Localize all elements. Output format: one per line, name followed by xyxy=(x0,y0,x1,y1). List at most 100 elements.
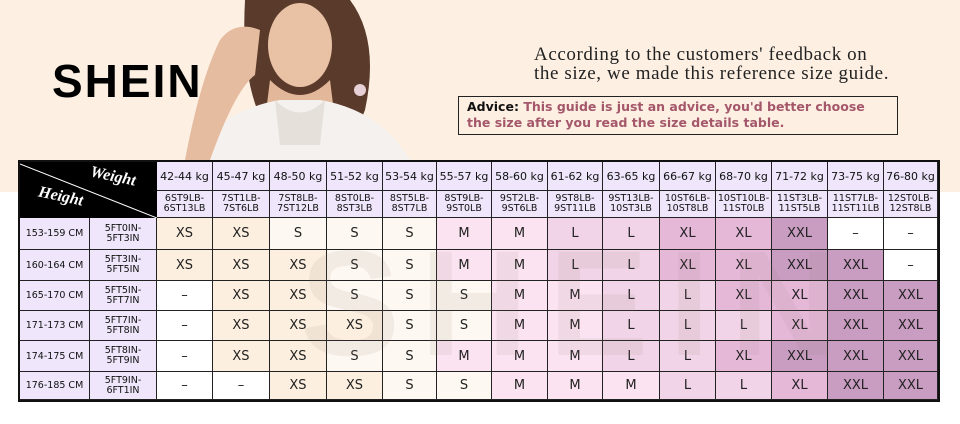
size-cell: XS xyxy=(270,281,327,311)
height-ft-cell: 5FT9IN- 6FT1IN xyxy=(90,372,157,400)
size-cell: L xyxy=(603,281,660,311)
weight-st-to: 11ST5LB xyxy=(778,203,821,214)
size-cell: S xyxy=(327,281,383,311)
size-cell: L xyxy=(660,341,716,372)
advice-box: Advice: This guide is just an advice, yo… xyxy=(458,96,898,135)
weight-kg-header: 76-80 kg xyxy=(884,162,938,191)
size-cell: S xyxy=(383,218,437,250)
weight-st-from: 7ST8LB- xyxy=(278,193,318,204)
size-cell: – xyxy=(157,341,213,372)
weight-st-header: 6ST9LB- 6ST13LB xyxy=(157,191,213,218)
intro-text: According to the customers' feedback on … xyxy=(534,45,889,83)
weight-kg-header: 45-47 kg xyxy=(213,162,270,191)
weight-st-header: 11ST7LB- 11ST11LB xyxy=(828,191,884,218)
size-cell: XXL xyxy=(828,281,884,311)
model-photo xyxy=(150,0,450,160)
weight-st-header: 9ST8LB- 9ST11LB xyxy=(548,191,603,218)
weight-st-from: 12ST0LB- xyxy=(887,193,934,204)
weight-st-header: 8ST0LB- 8ST3LB xyxy=(327,191,383,218)
size-cell: L xyxy=(660,311,716,341)
size-cell: L xyxy=(660,372,716,400)
height-ft-cell: 5FT3IN- 5FT5IN xyxy=(90,250,157,281)
height-ft-cell: 5FT0IN- 5FT3IN xyxy=(90,218,157,250)
weight-kg-header: 66-67 kg xyxy=(660,162,716,191)
size-cell: S xyxy=(383,341,437,372)
size-cell: XL xyxy=(772,311,828,341)
weight-kg-header: 48-50 kg xyxy=(270,162,327,191)
weight-kg-header: 51-52 kg xyxy=(327,162,383,191)
size-cell: S xyxy=(327,218,383,250)
size-cell: S xyxy=(383,281,437,311)
height-ft-from: 5FT3IN- xyxy=(104,254,142,265)
weight-st-from: 11ST7LB- xyxy=(832,193,879,204)
weight-st-header: 9ST2LB- 9ST6LB xyxy=(492,191,548,218)
size-cell: M xyxy=(492,250,548,281)
weight-kg-header: 53-54 kg xyxy=(383,162,437,191)
size-cell: L xyxy=(603,218,660,250)
table-corner-header: Weight Height xyxy=(20,162,157,218)
size-cell: M xyxy=(603,372,660,400)
height-cm-cell: 176-185 CM xyxy=(20,372,90,400)
size-cell: L xyxy=(603,311,660,341)
size-cell: XL xyxy=(772,281,828,311)
size-cell: – xyxy=(157,372,213,400)
weight-st-header: 7ST8LB- 7ST12LB xyxy=(270,191,327,218)
size-cell: XXL xyxy=(828,311,884,341)
size-cell: XS xyxy=(270,372,327,400)
size-cell: XL xyxy=(772,372,828,400)
size-cell: XXL xyxy=(772,250,828,281)
weight-st-from: 7ST1LB- xyxy=(221,193,261,204)
size-cell: XXL xyxy=(828,250,884,281)
size-cell: L xyxy=(660,281,716,311)
size-cell: M xyxy=(492,281,548,311)
weight-st-from: 9ST8LB- xyxy=(555,193,595,204)
height-cm-cell: 160-164 CM xyxy=(20,250,90,281)
size-cell: S xyxy=(383,372,437,400)
height-ft-cell: 5FT7IN- 5FT8IN xyxy=(90,311,157,341)
size-cell: – xyxy=(884,250,938,281)
weight-kg-header: 71-72 kg xyxy=(772,162,828,191)
size-cell: S xyxy=(383,250,437,281)
weight-st-header: 10ST10LB- 11ST0LB xyxy=(716,191,772,218)
size-cell: XXL xyxy=(772,341,828,372)
weight-st-header: 12ST0LB- 12ST8LB xyxy=(884,191,938,218)
shein-logo: SHEIN xyxy=(52,55,203,107)
size-cell: M xyxy=(492,218,548,250)
height-ft-to: 5FT8IN xyxy=(106,324,140,336)
size-cell: – xyxy=(828,218,884,250)
weight-st-header: 11ST3LB- 11ST5LB xyxy=(772,191,828,218)
weight-st-to: 8ST7LB xyxy=(391,203,428,214)
height-ft-cell: 5FT5IN- 5FT7IN xyxy=(90,281,157,311)
size-cell: S xyxy=(383,311,437,341)
size-cell: XXL xyxy=(828,341,884,372)
weight-st-from: 11ST3LB- xyxy=(776,193,823,204)
height-ft-cell: 5FT8IN- 5FT9IN xyxy=(90,341,157,372)
size-cell: S xyxy=(437,311,492,341)
weight-st-from: 8ST9LB- xyxy=(444,193,484,204)
size-cell: S xyxy=(270,218,327,250)
weight-st-to: 9ST11LB xyxy=(554,203,596,214)
height-ft-from: 5FT8IN- xyxy=(104,345,142,356)
weight-st-to: 7ST12LB xyxy=(277,203,319,214)
size-cell: – xyxy=(213,372,270,400)
size-cell: M xyxy=(492,311,548,341)
advice-label: Advice: xyxy=(467,99,519,114)
size-cell: L xyxy=(603,341,660,372)
weight-st-header: 9ST13LB- 10ST3LB xyxy=(603,191,660,218)
size-cell: M xyxy=(548,341,603,372)
size-cell: XS xyxy=(270,311,327,341)
weight-st-from: 6ST9LB- xyxy=(164,193,205,204)
size-cell: M xyxy=(492,372,548,400)
size-cell: XS xyxy=(157,250,213,281)
size-cell: XS xyxy=(327,372,383,400)
size-cell: XXL xyxy=(884,341,938,372)
weight-st-header: 8ST9LB- 9ST0LB xyxy=(437,191,492,218)
size-cell: S xyxy=(437,281,492,311)
size-cell: L xyxy=(548,250,603,281)
size-cell: M xyxy=(548,372,603,400)
height-ft-to: 5FT5IN xyxy=(106,264,140,275)
size-cell: S xyxy=(327,250,383,281)
height-ft-to: 5FT7IN xyxy=(106,294,140,306)
weight-st-from: 9ST13LB- xyxy=(608,193,654,204)
size-cell: XS xyxy=(157,218,213,250)
